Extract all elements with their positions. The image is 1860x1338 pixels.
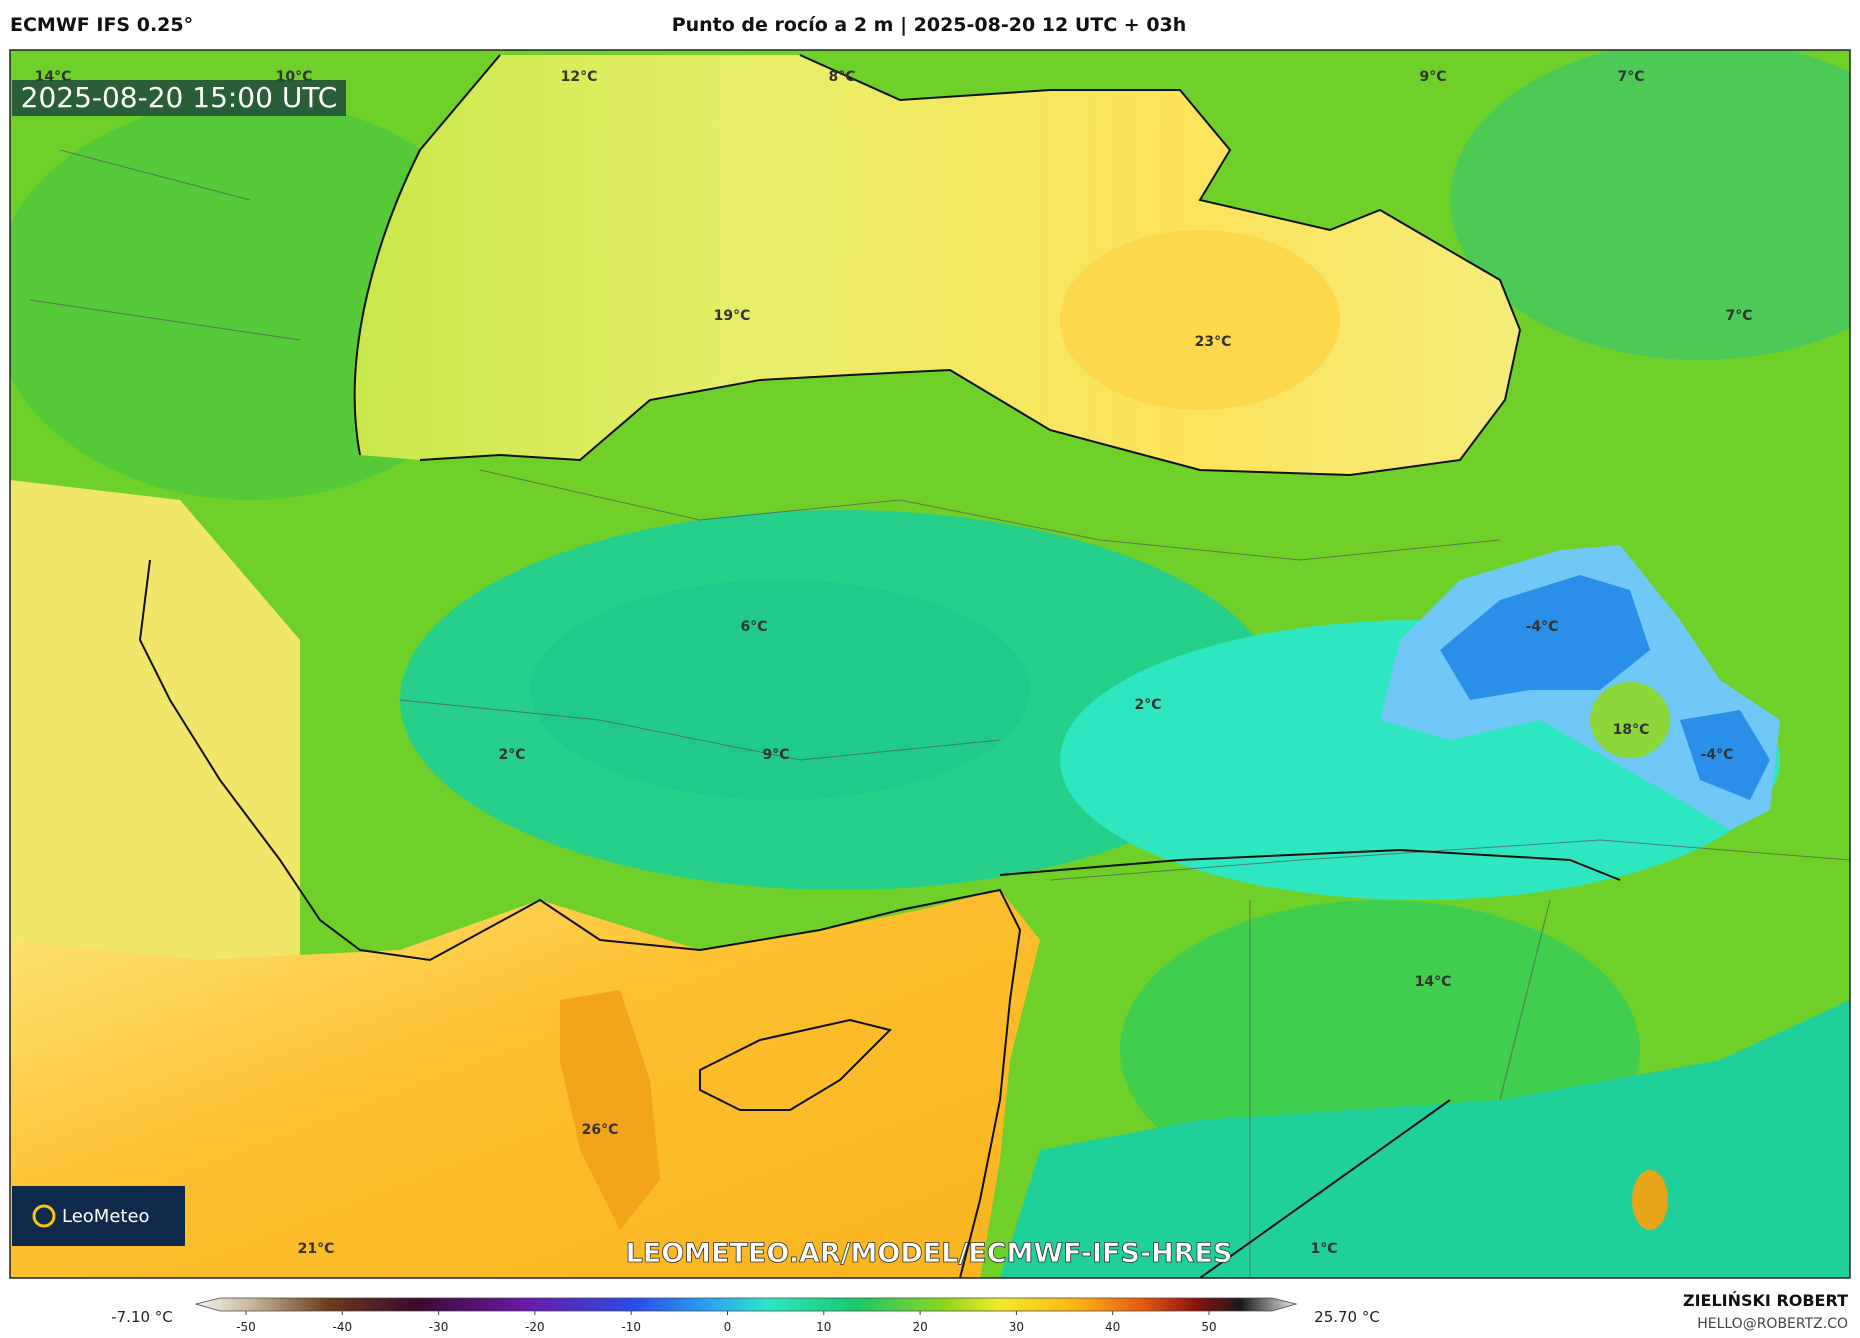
colorbar-ticks: -50 -40 -30 -20 -10 0 10 20 30 40 50	[236, 1311, 1217, 1334]
map-title: Punto de rocío a 2 m | 2025-08-20 12 UTC…	[672, 14, 1187, 36]
contour-label: 19°C	[714, 308, 751, 324]
colorbar-tick-label: 40	[1105, 1320, 1120, 1334]
field-region	[1632, 1170, 1668, 1230]
valid-time: 2025-08-20 15:00 UTC	[21, 81, 338, 114]
contour-label: 23°C	[1195, 334, 1232, 350]
coastline	[138, 559, 1022, 1278]
map: 14°C 10°C 12°C 8°C 9°C 7°C 19°C 23°C 7°C…	[10, 50, 1850, 1278]
contour-label: -4°C	[1701, 747, 1734, 763]
admin-borders	[29, 149, 1850, 1278]
field-region	[1060, 230, 1340, 410]
map-frame	[9, 49, 1851, 1279]
colorbar-min: -7.10 °C	[111, 1308, 173, 1326]
cyprus	[699, 1018, 892, 1111]
contour-label: 9°C	[762, 747, 789, 763]
contour-label: 7°C	[1617, 69, 1644, 85]
colorbar-tick-label: -40	[332, 1320, 352, 1334]
contour-label: 21°C	[298, 1241, 335, 1257]
colorbar-tick-label: 50	[1201, 1320, 1216, 1334]
contour-label: 2°C	[1134, 697, 1161, 713]
contour-label: 6°C	[740, 619, 767, 635]
mediterranean-field	[10, 890, 1040, 1278]
colorbar-tick-label: 20	[912, 1320, 927, 1334]
colorbar-tick-label: -20	[525, 1320, 545, 1334]
contour-label: 2°C	[498, 747, 525, 763]
colorbar-tick-label: -10	[621, 1320, 641, 1334]
field-region	[560, 990, 660, 1230]
logo-text: LeoMeteo	[62, 1206, 150, 1227]
cold-core	[1440, 575, 1650, 700]
field-region	[1450, 50, 1850, 360]
colorbar-tick-label: 30	[1009, 1320, 1024, 1334]
model-name: ECMWF IFS 0.25°	[10, 14, 193, 36]
country-border	[999, 848, 1621, 1278]
contour-label: 1°C	[1310, 1241, 1337, 1257]
contour-label: 7°C	[1725, 308, 1752, 324]
author: ZIELIŃSKI ROBERT	[1683, 1291, 1848, 1310]
aegean-field	[10, 480, 300, 1000]
colorbar-tick-label: -30	[429, 1320, 449, 1334]
contour-labels: 14°C 10°C 12°C 8°C 9°C 7°C 19°C 23°C 7°C…	[35, 69, 1753, 1257]
colorbar-tick-label: 0	[724, 1320, 732, 1334]
colorbar-tick-label: 10	[816, 1320, 831, 1334]
contour-label: 8°C	[828, 69, 855, 85]
logo-box	[12, 1186, 185, 1246]
field-region	[530, 580, 1030, 800]
contour-label: 26°C	[582, 1122, 619, 1138]
contour-label: 14°C	[1415, 974, 1452, 990]
colorbar	[194, 1297, 1298, 1312]
contour-label: 9°C	[1419, 69, 1446, 85]
contour-label: 18°C	[1613, 722, 1650, 738]
watermark: LEOMETEO.AR/MODEL/ECMWF-IFS-HRES	[626, 1238, 1233, 1269]
colorbar-tick-label: -50	[236, 1320, 256, 1334]
contour-label: -4°C	[1526, 619, 1559, 635]
colorbar-max: 25.70 °C	[1314, 1308, 1380, 1326]
timestamp-box	[12, 80, 346, 116]
author-email: HELLO@ROBERTZ.CO	[1697, 1316, 1848, 1332]
cold-core	[1680, 710, 1770, 800]
field-region	[1590, 682, 1670, 758]
contour-label: 12°C	[561, 69, 598, 85]
coastline	[353, 54, 1522, 477]
logo-sun	[32, 1204, 56, 1228]
